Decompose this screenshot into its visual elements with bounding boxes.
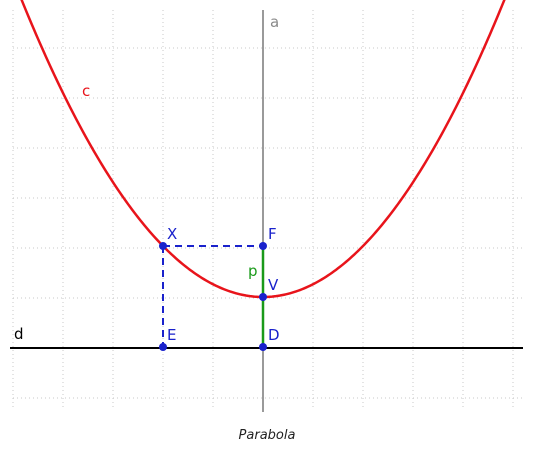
label-d: D <box>268 326 280 344</box>
label-e: E <box>167 326 176 344</box>
label-curve: c <box>82 82 90 100</box>
point-d[interactable] <box>259 343 267 351</box>
label-directrix: d <box>14 325 24 343</box>
point-x[interactable] <box>159 242 167 250</box>
figure-caption: Parabola <box>238 428 296 443</box>
grid <box>12 10 523 410</box>
label-p: p <box>248 262 258 280</box>
label-x: X <box>167 225 177 243</box>
label-axis: a <box>270 13 279 31</box>
point-e[interactable] <box>159 343 167 351</box>
label-v: V <box>268 276 279 294</box>
label-f: F <box>268 225 277 243</box>
point-v[interactable] <box>259 293 267 301</box>
point-f[interactable] <box>259 242 267 250</box>
